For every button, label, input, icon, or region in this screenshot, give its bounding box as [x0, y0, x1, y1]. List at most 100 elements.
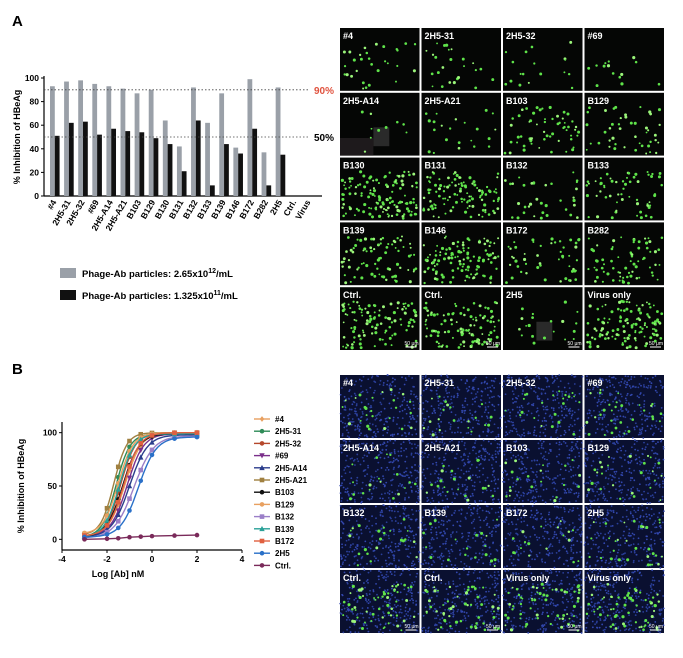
nucleus-dot — [392, 457, 395, 460]
fluorescent-cell — [567, 279, 571, 282]
nucleus-dot — [620, 481, 623, 484]
nucleus-dot — [520, 520, 523, 523]
nucleus-dot — [353, 563, 356, 565]
nucleus-dot — [630, 452, 632, 455]
fluorescent-cell — [357, 552, 361, 556]
nucleus-dot — [528, 479, 531, 482]
nucleus-dot — [411, 414, 414, 417]
nucleus-dot — [464, 484, 466, 486]
nucleus-dot — [385, 533, 387, 536]
nucleus-dot — [476, 476, 479, 479]
micrograph-label: B172 — [506, 508, 528, 518]
fluorescent-cell — [371, 415, 374, 418]
nucleus-dot — [367, 447, 370, 450]
nucleus-dot — [513, 385, 516, 388]
fluorescent-cell — [564, 277, 568, 281]
nucleus-dot — [636, 440, 638, 443]
micrograph-background — [421, 505, 501, 568]
nucleus-dot — [403, 383, 406, 386]
nucleus-dot — [607, 423, 610, 426]
fluorescent-cell — [508, 489, 512, 493]
nucleus-dot — [516, 433, 519, 436]
fluorescent-cell — [458, 250, 462, 254]
nucleus-dot — [598, 534, 600, 537]
nucleus-dot — [544, 501, 547, 504]
fluorescent-cell — [587, 66, 591, 70]
nucleus-dot — [548, 511, 551, 514]
nucleus-dot — [486, 476, 489, 479]
fluorescent-cell — [571, 391, 574, 394]
nucleus-dot — [661, 416, 664, 419]
nucleus-dot — [510, 384, 513, 387]
nucleus-dot — [400, 522, 403, 525]
nucleus-dot — [432, 515, 435, 518]
fluorescent-cell — [434, 204, 437, 207]
fluorescent-cell — [463, 184, 467, 188]
nucleus-dot — [399, 541, 402, 544]
nucleus-dot — [346, 490, 349, 493]
fluorescent-cell — [606, 321, 609, 324]
nucleus-dot — [347, 417, 350, 420]
nucleus-dot — [542, 440, 545, 443]
fluorescent-cell — [647, 315, 650, 318]
nucleus-dot — [343, 478, 346, 481]
nucleus-dot — [442, 380, 445, 383]
nucleus-dot — [383, 423, 386, 426]
fluorescent-cell — [379, 205, 383, 209]
fluorescent-cell — [463, 198, 466, 201]
nucleus-dot — [399, 482, 402, 485]
nucleus-dot — [507, 504, 509, 506]
fluorescent-cell — [373, 247, 376, 251]
fluorescent-cell — [472, 180, 476, 184]
nucleus-dot — [552, 523, 555, 526]
nucleus-dot — [387, 425, 390, 428]
nucleus-dot — [568, 425, 571, 428]
nucleus-dot — [370, 404, 372, 407]
nucleus-dot — [628, 532, 631, 535]
nucleus-dot — [521, 385, 523, 388]
nucleus-dot — [406, 400, 409, 403]
fluorescent-cell — [375, 323, 379, 327]
fluorescent-cell — [388, 201, 392, 205]
nucleus-dot — [391, 461, 394, 464]
data-point — [194, 532, 200, 538]
nucleus-dot — [495, 461, 498, 463]
nucleus-dot — [491, 403, 494, 406]
nucleus-dot — [575, 443, 577, 445]
nucleus-dot — [388, 493, 391, 495]
nucleus-dot — [495, 548, 498, 551]
nucleus-dot — [510, 451, 512, 454]
nucleus-dot — [513, 440, 516, 443]
nucleus-dot — [360, 415, 363, 418]
fluorescent-cell — [523, 253, 526, 255]
nucleus-dot — [510, 379, 513, 382]
nucleus-dot — [405, 566, 408, 569]
nucleus-dot — [504, 393, 507, 396]
nucleus-dot — [446, 498, 449, 500]
fluorescent-cell — [409, 318, 413, 322]
nucleus-dot — [618, 399, 621, 402]
nucleus-dot — [607, 566, 609, 569]
nucleus-dot — [541, 472, 544, 475]
nucleus-dot — [606, 514, 608, 516]
fluorescent-cell — [415, 556, 418, 559]
fluorescent-cell — [382, 207, 386, 210]
nucleus-dot — [650, 544, 653, 546]
fluorescent-cell — [379, 242, 382, 245]
fluorescent-cell — [561, 319, 565, 324]
nucleus-dot — [625, 525, 628, 528]
nucleus-dot — [507, 478, 510, 481]
nucleus-dot — [417, 489, 420, 492]
fluorescent-cell — [370, 127, 373, 130]
nucleus-dot — [657, 459, 659, 462]
fluorescent-cell — [361, 491, 365, 495]
nucleus-dot — [546, 458, 548, 461]
nucleus-dot — [339, 393, 342, 396]
fluorescent-cell — [414, 313, 418, 318]
nucleus-dot — [535, 509, 538, 512]
fluorescent-cell — [653, 133, 657, 137]
nucleus-dot — [548, 538, 550, 540]
fluorescent-cell — [562, 402, 565, 405]
nucleus-dot — [628, 497, 630, 500]
nucleus-dot — [429, 481, 432, 484]
